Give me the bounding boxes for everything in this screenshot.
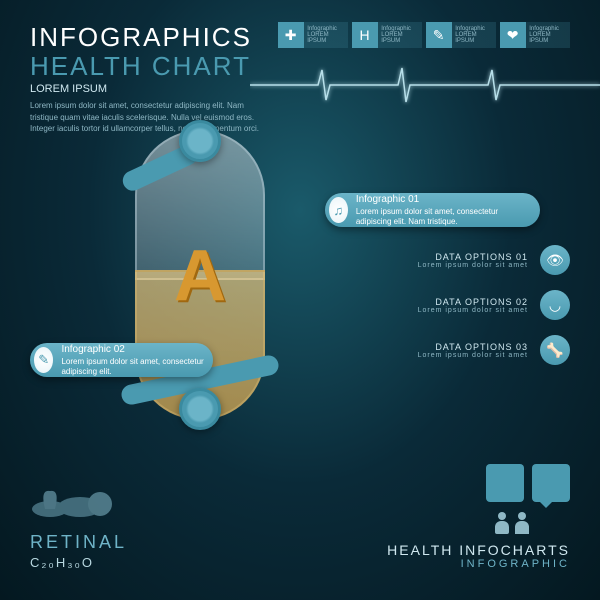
compound-name: Retinal bbox=[30, 532, 127, 553]
label-1-body: Lorem ipsum dolor sit amet, consectetur … bbox=[356, 207, 534, 226]
food-icon bbox=[30, 479, 120, 519]
heart-icon: ❤ bbox=[500, 22, 525, 48]
intro-block: LOREM IPSUM Lorem ipsum dolor sit amet, … bbox=[30, 82, 260, 134]
ring-top bbox=[179, 120, 221, 162]
hospital-icon: H bbox=[352, 22, 377, 48]
intro-body: Lorem ipsum dolor sit amet, consectetur … bbox=[30, 100, 260, 134]
eye-icon: 👁 bbox=[540, 245, 570, 275]
data-option-2: Data options 02Lorem ipsum dolor sit ame… bbox=[418, 290, 570, 320]
vitamin-letter: A bbox=[135, 235, 265, 317]
header: INFOGRAPHICS HEALTH CHART bbox=[30, 22, 252, 82]
title-line-1: INFOGRAPHICS bbox=[30, 22, 252, 53]
infographic-label-1: ♫ Infographic 01Lorem ipsum dolor sit am… bbox=[325, 193, 540, 227]
chemical-formula: C₂₀H₃₀O bbox=[30, 555, 127, 570]
top-icon-heart: ❤InfographicLOREM IPSUM bbox=[500, 22, 570, 48]
dropper-icon: ✎ bbox=[34, 347, 53, 373]
top-icon-row: ✚InfographicLOREM IPSUM HInfographicLORE… bbox=[278, 22, 570, 48]
person-female-icon bbox=[514, 512, 530, 534]
label-1-title: Infographic 01 bbox=[356, 194, 534, 206]
ring-bottom bbox=[179, 388, 221, 430]
syringe-icon: ✎ bbox=[426, 22, 451, 48]
person-male-icon bbox=[494, 512, 510, 534]
speech-box bbox=[532, 464, 570, 502]
square-box bbox=[486, 464, 524, 502]
top-icon-plus: ✚InfographicLOREM IPSUM bbox=[278, 22, 348, 48]
intro-title: LOREM IPSUM bbox=[30, 82, 260, 97]
mouth-icon: ◡ bbox=[540, 290, 570, 320]
footer-right: health infocharts INFOGRAPHIC bbox=[387, 464, 570, 570]
stethoscope-icon: ♫ bbox=[329, 197, 348, 223]
footer-left: Retinal C₂₀H₃₀O bbox=[30, 479, 127, 570]
info-boxes bbox=[387, 464, 570, 502]
plus-icon: ✚ bbox=[278, 22, 303, 48]
data-option-3: Data options 03Lorem ipsum dolor sit ame… bbox=[418, 335, 570, 365]
footer-subtitle: INFOGRAPHIC bbox=[387, 558, 570, 570]
footer-title: health infocharts bbox=[387, 542, 570, 558]
bone-icon: 🦴 bbox=[540, 335, 570, 365]
data-option-1: Data options 01Lorem ipsum dolor sit ame… bbox=[418, 245, 570, 275]
top-icon-syringe: ✎InfographicLOREM IPSUM bbox=[426, 22, 496, 48]
people-icons bbox=[387, 512, 530, 534]
infographic-label-2: ✎ Infographic 02Lorem ipsum dolor sit am… bbox=[30, 343, 213, 377]
top-icon-hospital: HInfographicLOREM IPSUM bbox=[352, 22, 422, 48]
label-2-body: Lorem ipsum dolor sit amet, consectetur … bbox=[61, 357, 207, 376]
ekg-line bbox=[250, 60, 600, 110]
title-line-2: HEALTH CHART bbox=[30, 51, 252, 82]
label-2-title: Infographic 02 bbox=[61, 344, 207, 356]
